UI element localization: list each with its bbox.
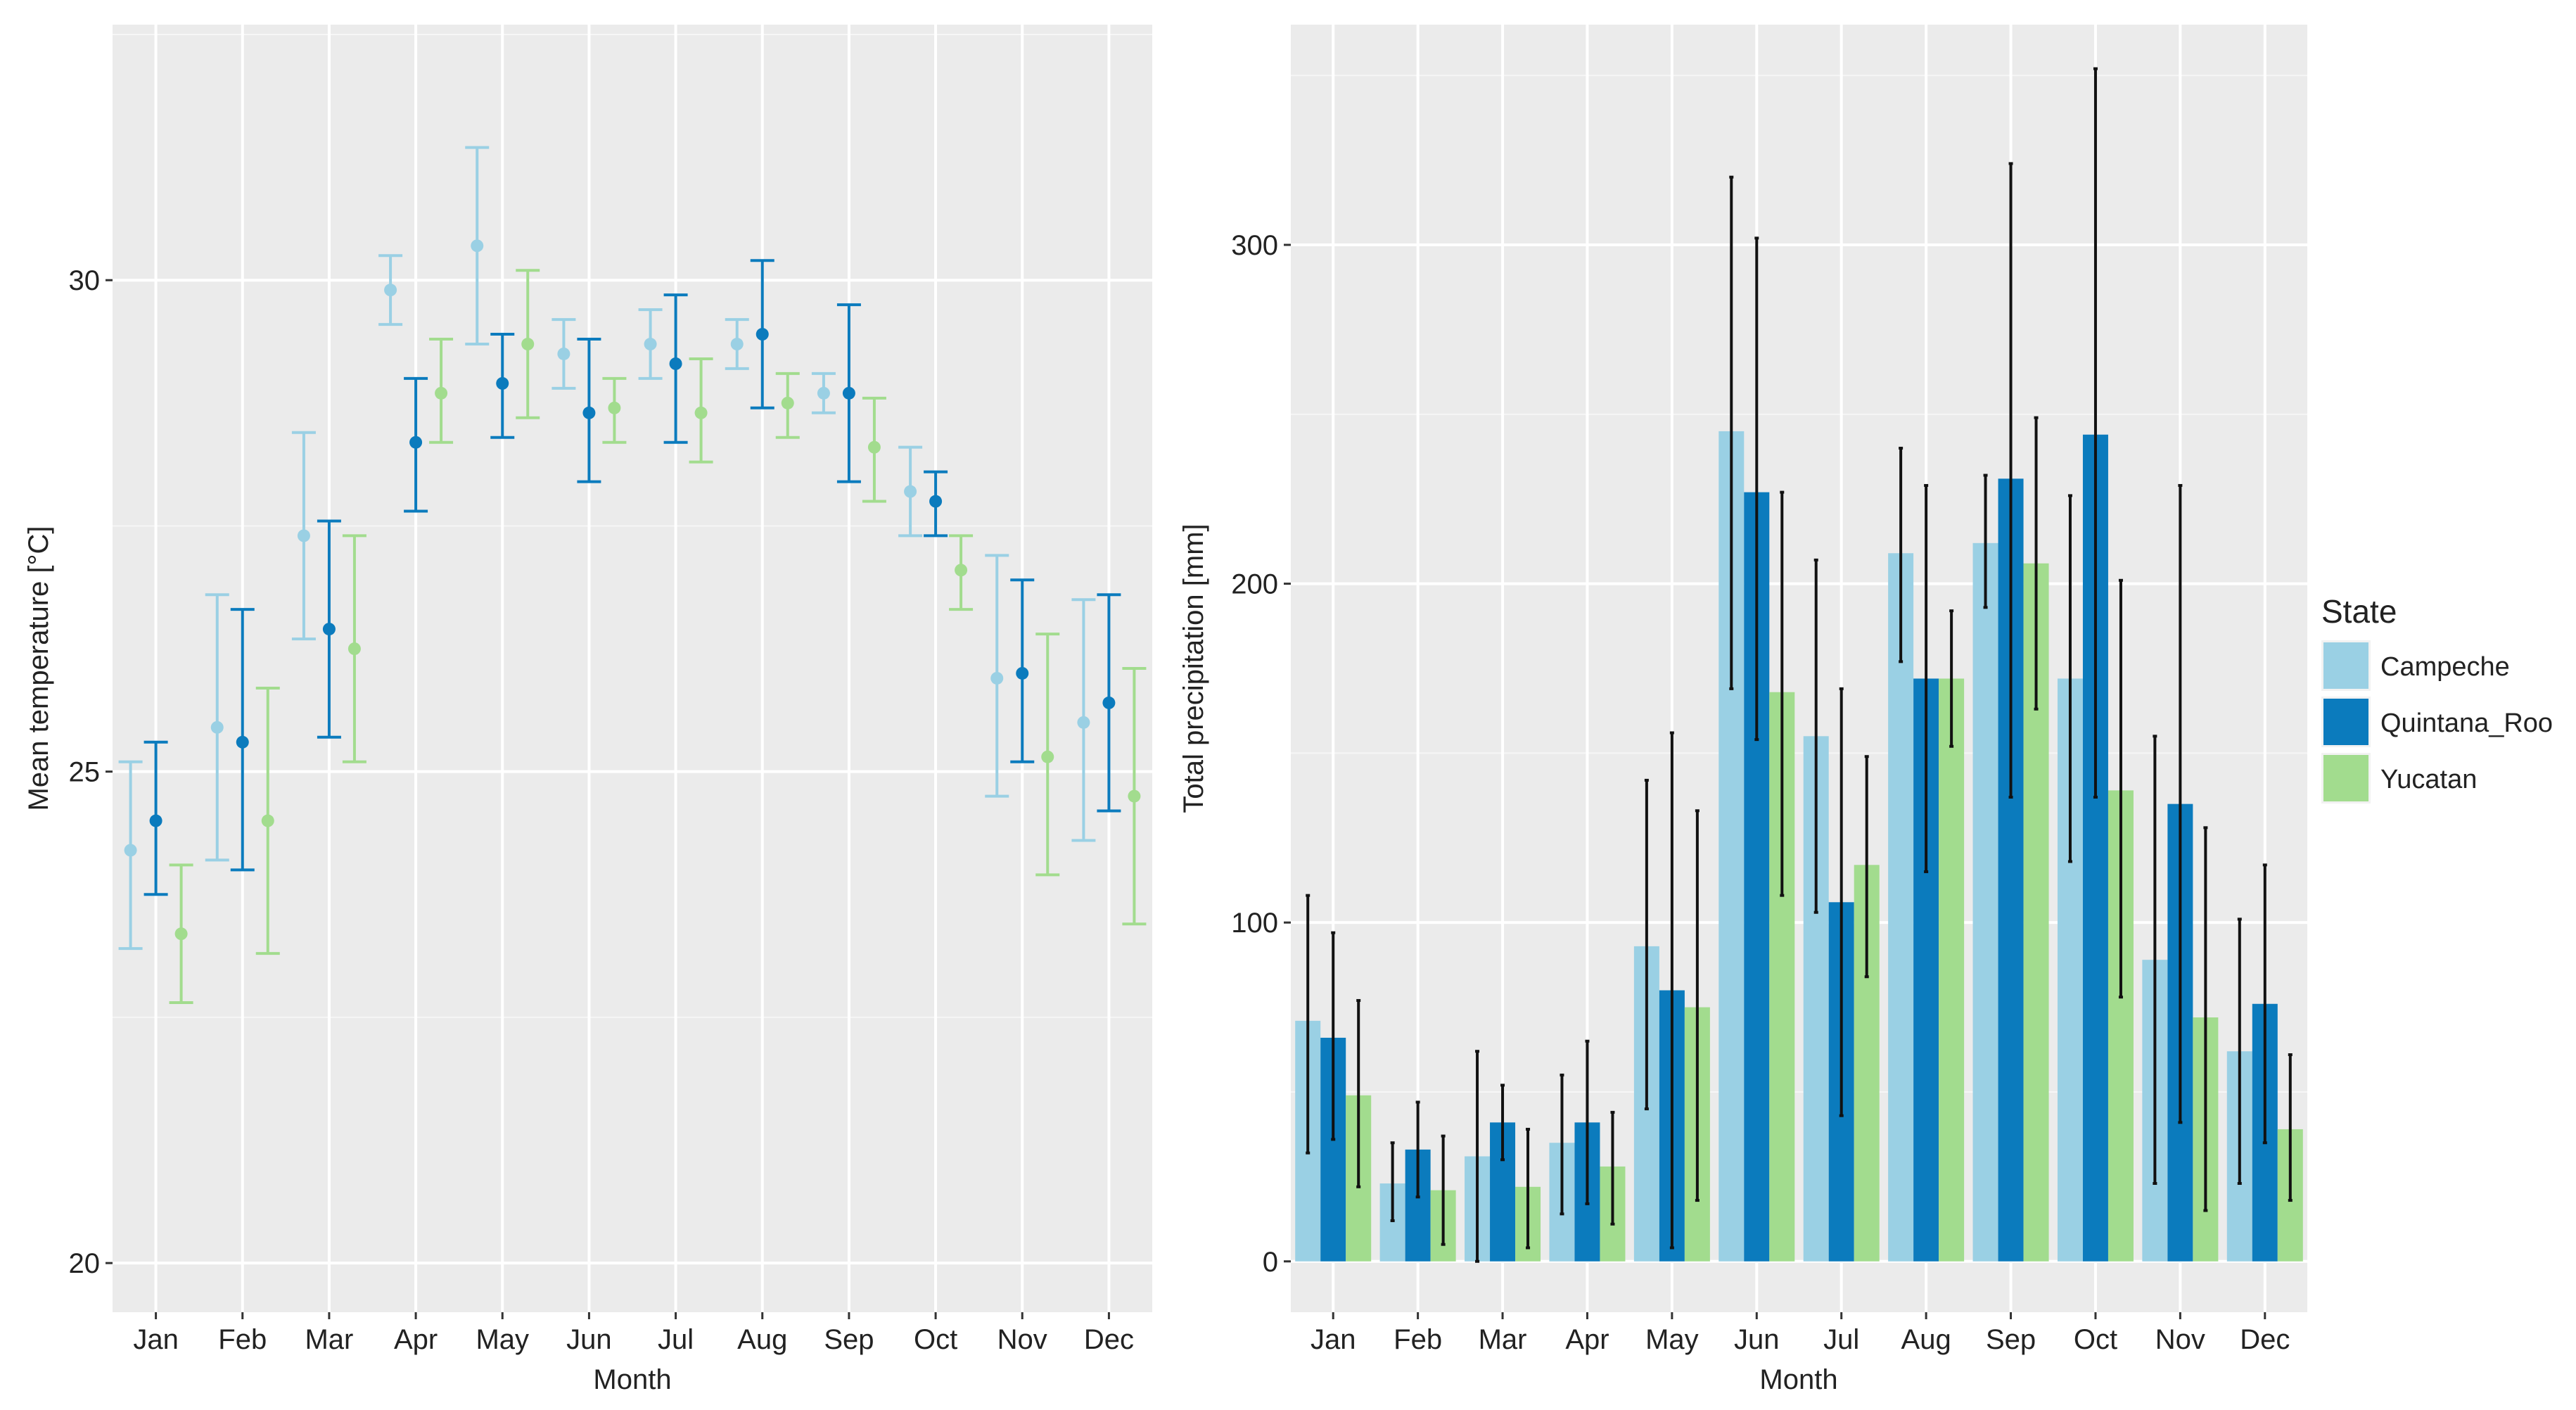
y-tick-label: 100 xyxy=(1231,908,1278,939)
legend-swatch-quintana-roo xyxy=(2323,699,2368,745)
point-yucatan-mar xyxy=(347,642,361,656)
precipitation-marks xyxy=(1295,67,2303,1263)
point-campeche-oct xyxy=(904,485,917,498)
point-yucatan-oct xyxy=(955,564,968,577)
point-quintana-roo-aug xyxy=(755,328,769,341)
point-quintana-roo-jun xyxy=(582,406,596,419)
point-quintana-roo-may xyxy=(496,376,509,390)
x-tick-label-dec: Dec xyxy=(2240,1324,2290,1355)
precipitation-plot-background xyxy=(1291,25,2307,1312)
legend-swatch-yucatan xyxy=(2323,755,2368,801)
point-campeche-aug xyxy=(730,338,744,351)
x-tick-label-jan: Jan xyxy=(133,1324,179,1355)
temperature-y-ticks: 20 25 30 xyxy=(69,265,113,1279)
x-tick-label-sep: Sep xyxy=(824,1324,874,1355)
x-tick-label-aug: Aug xyxy=(737,1324,787,1355)
x-tick-label-jun: Jun xyxy=(566,1324,612,1355)
point-yucatan-jan xyxy=(174,927,188,941)
point-yucatan-feb xyxy=(261,814,274,827)
point-yucatan-may xyxy=(521,338,535,351)
legend-label-yucatan: Yucatan xyxy=(2380,765,2477,794)
point-campeche-feb xyxy=(210,720,224,734)
x-tick-label-oct: Oct xyxy=(2074,1324,2117,1355)
precipitation-panel: 0 100 200 300 Jan Feb Mar Apr May Jun Jul Aug Sep Oc… xyxy=(1178,25,2307,1395)
y-tick-label: 200 xyxy=(1231,569,1278,600)
bar-campeche-sep xyxy=(1972,542,1998,1262)
point-campeche-jan xyxy=(124,844,137,857)
precipitation-y-axis-title: Total precipitation [mm] xyxy=(1178,523,1209,813)
x-tick-label-apr: Apr xyxy=(1565,1324,1609,1355)
y-tick-label: 20 xyxy=(69,1248,101,1279)
point-campeche-may xyxy=(471,239,484,253)
y-tick-label: 25 xyxy=(69,757,101,788)
y-tick-label: 30 xyxy=(69,265,101,296)
point-quintana-roo-apr xyxy=(409,436,423,449)
bar-yucatan-aug xyxy=(1939,678,1965,1262)
x-tick-label-nov: Nov xyxy=(997,1324,1047,1355)
precipitation-x-axis-title: Month xyxy=(1759,1364,1837,1395)
point-campeche-jun xyxy=(557,347,570,360)
x-tick-label-aug: Aug xyxy=(1901,1324,1951,1355)
point-quintana-roo-feb xyxy=(236,735,249,749)
temperature-x-axis-title: Month xyxy=(593,1364,671,1395)
x-tick-label-mar: Mar xyxy=(1479,1324,1527,1355)
precipitation-y-ticks: 0 100 200 300 xyxy=(1231,230,1291,1278)
point-campeche-nov xyxy=(990,671,1004,685)
point-campeche-apr xyxy=(384,284,397,297)
x-tick-label-feb: Feb xyxy=(1394,1324,1442,1355)
point-yucatan-nov xyxy=(1041,750,1054,763)
point-yucatan-dec xyxy=(1128,789,1141,803)
point-yucatan-aug xyxy=(781,396,794,409)
point-campeche-sep xyxy=(817,386,830,400)
point-yucatan-sep xyxy=(867,440,881,454)
legend-swatch-campeche xyxy=(2323,642,2368,689)
point-quintana-roo-jul xyxy=(669,357,682,370)
x-tick-label-jul: Jul xyxy=(658,1324,694,1355)
point-campeche-dec xyxy=(1077,716,1090,729)
x-tick-label-jan: Jan xyxy=(1311,1324,1356,1355)
point-quintana-roo-oct xyxy=(929,495,943,508)
x-tick-label-sep: Sep xyxy=(1986,1324,2036,1355)
point-yucatan-jul xyxy=(694,406,708,419)
temperature-plot-background xyxy=(113,25,1152,1312)
point-campeche-jul xyxy=(644,338,657,351)
legend-title: State xyxy=(2321,593,2397,630)
x-tick-label-jul: Jul xyxy=(1823,1324,1859,1355)
x-tick-label-dec: Dec xyxy=(1084,1324,1134,1355)
bar-campeche-aug xyxy=(1888,553,1914,1262)
precipitation-x-ticks: Jan Feb Mar Apr May Jun Jul Aug Sep Oct Nov Dec xyxy=(1311,1312,2290,1355)
y-tick-label: 0 xyxy=(1263,1247,1278,1278)
temperature-panel: 20 25 30 Jan Feb Mar Apr May Jun Jul Aug Sep Oct Nov… xyxy=(23,25,1152,1395)
legend-label-campeche: Campeche xyxy=(2380,652,2510,682)
x-tick-label-apr: Apr xyxy=(394,1324,438,1355)
x-tick-label-oct: Oct xyxy=(914,1324,957,1355)
point-yucatan-apr xyxy=(435,386,448,400)
temperature-y-axis-title: Mean temperature [°C] xyxy=(23,526,54,811)
x-tick-label-may: May xyxy=(476,1324,529,1355)
x-tick-label-mar: Mar xyxy=(305,1324,353,1355)
point-quintana-roo-dec xyxy=(1102,696,1116,709)
temperature-x-ticks: Jan Feb Mar Apr May Jun Jul Aug Sep Oct Nov Dec xyxy=(133,1312,1134,1355)
point-quintana-roo-sep xyxy=(842,386,855,400)
x-tick-label-may: May xyxy=(1645,1324,1699,1355)
legend: State Campeche Quintana_Roo Yucatan xyxy=(2321,593,2553,804)
point-quintana-roo-nov xyxy=(1016,666,1029,680)
x-tick-label-feb: Feb xyxy=(218,1324,267,1355)
point-yucatan-jun xyxy=(608,401,621,414)
x-tick-label-nov: Nov xyxy=(2155,1324,2205,1355)
y-tick-label: 300 xyxy=(1231,230,1278,261)
legend-label-quintana-roo: Quintana_Roo xyxy=(2380,709,2553,738)
point-campeche-mar xyxy=(297,529,310,542)
point-quintana-roo-mar xyxy=(322,623,336,636)
temperature-marks xyxy=(118,146,1147,1004)
x-tick-label-jun: Jun xyxy=(1734,1324,1780,1355)
point-quintana-roo-jan xyxy=(149,814,162,827)
